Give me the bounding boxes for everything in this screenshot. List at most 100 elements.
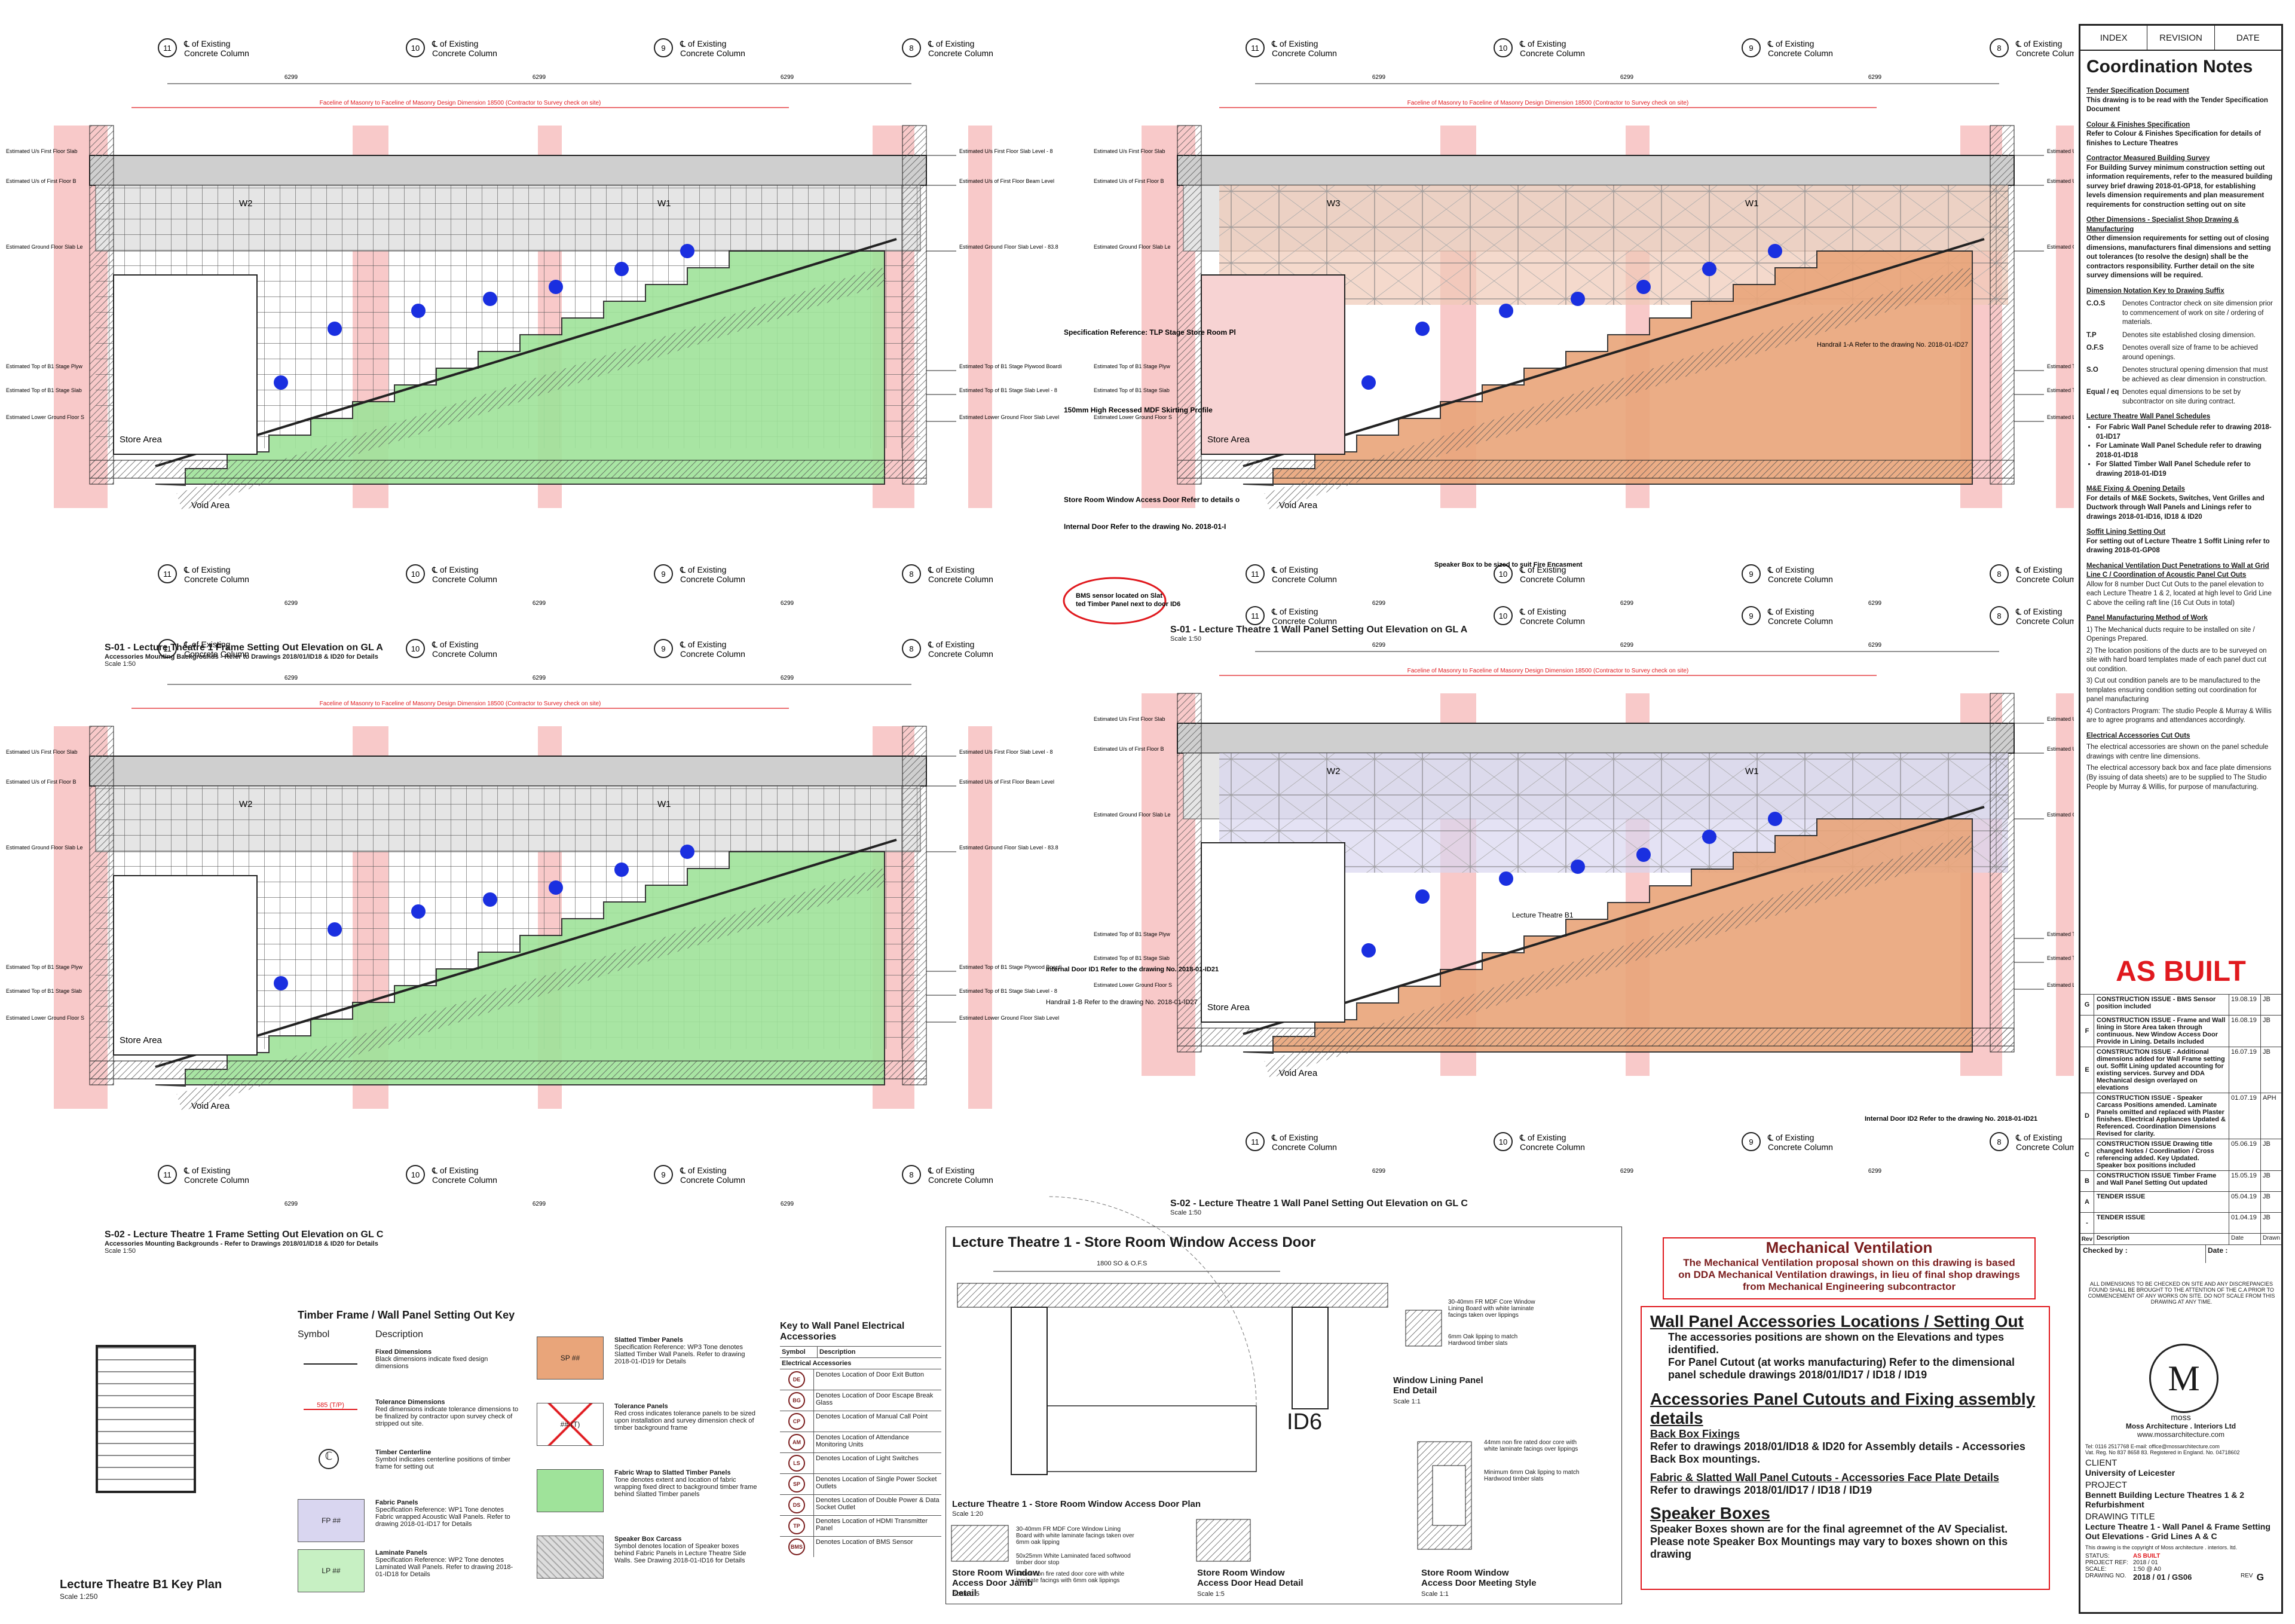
door-plan-jamb-2 (1292, 1307, 1329, 1409)
revision-desc: TENDER ISSUE (2097, 1193, 2146, 1200)
wall-panel-accessories-note: Wall Panel Accessories Locations / Setti… (1641, 1306, 2050, 1590)
revision-date: 05.04.19 (2229, 1192, 2260, 1212)
grid-label: 9 (1749, 1137, 1753, 1146)
electrical-accessories-key: Key to Wall Panel Electrical Accessories… (780, 1321, 941, 1602)
grid-bubble (158, 1165, 177, 1184)
grid-label: 10 (411, 1170, 420, 1179)
handrail (155, 238, 897, 467)
grid-dim: 6299 (1868, 1168, 1882, 1175)
revision-initials: APH (2260, 1093, 2281, 1139)
grid-col-text: ℄ of Existing (1271, 1133, 1318, 1142)
grid-col-text: ℄ of Existing (432, 565, 478, 574)
suffix-desc: Denotes Contractor check on site dimensi… (2122, 300, 2273, 326)
grid-col-text-2: Concrete Column (1768, 1142, 1833, 1152)
elevations-canvas: 11 ℄ of Existing Concrete Column 6299 10 ℄ of… (6, 38, 2074, 1583)
suffix-desc: Denotes site established closing dimensi… (2122, 331, 2256, 339)
key-column-2: SP ## Slatted Timber Panels Specification … (531, 1333, 758, 1598)
grid-dim: 6299 (533, 675, 546, 681)
key-symbol (531, 1536, 614, 1579)
right-column (902, 726, 927, 1085)
revision-date: 01.07.19 (2229, 1093, 2260, 1139)
grid-label: 11 (163, 44, 172, 53)
grid-label: 11 (1251, 1137, 1259, 1146)
grid-col-text-2: Concrete Column (928, 574, 993, 584)
acc-symbol: DS (780, 1495, 814, 1515)
index-cell: INDEX (2080, 26, 2148, 50)
revision-initials: JB (2260, 1171, 2281, 1191)
key-item: ℂ Timber Centerline Symbol indicates cente… (292, 1449, 519, 1495)
level-label: Estimated Ground Floor Slab Level - 83.8 (959, 244, 1058, 250)
level-label-left: Estimated U/s First Floor Slab (6, 749, 78, 755)
level-label: Estimated Ground Floor Slab Level - 83.8 (959, 845, 1058, 851)
store-label: Store Area (1207, 435, 1250, 445)
revision-initials: JB (2260, 1016, 2281, 1047)
key-symbol: SP ## (531, 1336, 614, 1380)
grid-col-text-2: Concrete Column (1768, 616, 1833, 626)
key-description-header: Description (375, 1329, 424, 1339)
revision-header-row: Rev Description Date Drawn (2080, 1233, 2281, 1244)
scale-value: 1:50 @ A0 (2133, 1566, 2161, 1573)
revision-row: G CONSTRUCTION ISSUE - BMS Sensor positio… (2080, 994, 2281, 1015)
acc-desc: Denotes Location of Door Escape Break Gl… (816, 1392, 934, 1406)
drawing-no-label: DRAWING NO. (2085, 1573, 2126, 1579)
level-label-left: Estimated Lower Ground Floor S (1094, 414, 1172, 420)
void-label: Void Area (191, 500, 230, 510)
speaker-marker (680, 244, 694, 258)
key-text: Red cross indicates tolerance panels to … (614, 1410, 756, 1432)
bms-text-2: ted Timber Panel next to door ID6 (1076, 601, 1180, 608)
jamb-detail-scale: Scale 1:5 (952, 1591, 980, 1598)
door-id6-label: ID6 (1287, 1409, 1323, 1435)
note-body: This drawing is to be read with the Tend… (2086, 96, 2268, 114)
grid-col-text: ℄ of Existing (1271, 565, 1318, 574)
acc-desc: Denotes Location of Manual Call Point (816, 1413, 928, 1420)
revision-row: - TENDER ISSUE 01.04.19 JB (2080, 1212, 2281, 1233)
caption-s02-frame: S-02 - Lecture Theatre 1 Frame Setting O… (105, 1230, 383, 1255)
door-detail-panel: Lecture Theatre 1 - Store Room Window Ac… (945, 1227, 1622, 1604)
grid-col-text: ℄ of Existing (183, 39, 230, 48)
note-body: For Building Survey minimum construction… (2086, 164, 2273, 209)
acc-desc: Denotes Location of Attendance Monitorin… (816, 1434, 909, 1448)
key-symbol-header: Symbol (298, 1329, 330, 1339)
grid-bubble (1494, 38, 1513, 57)
grid-col-text: ℄ of Existing (1519, 1133, 1566, 1142)
suffix-key: T.P (2086, 331, 2097, 339)
revision-letter: G (2080, 995, 2094, 1015)
grid-bubble (654, 564, 673, 583)
key-item: 585 (T/P) Tolerance Dimensions Red dimensi… (292, 1399, 519, 1445)
revision-date: 16.07.19 (2229, 1047, 2260, 1093)
project-ref-label: PROJECT REF: (2085, 1559, 2129, 1566)
note-door-core: 44mm non fire rated door core with white… (1484, 1439, 1578, 1452)
title-block-header: INDEX REVISION DATE (2080, 26, 2281, 51)
elev-note: 150mm High Recessed MDF Skirting Profile (1064, 406, 1213, 414)
note-heading: Electrical Accessories Cut Outs (2086, 732, 2190, 739)
grid-label: 10 (1499, 611, 1507, 620)
grid-label: 9 (1749, 570, 1753, 579)
grid-bubble (1494, 606, 1513, 625)
acc-symbol: CP (780, 1411, 814, 1432)
acc-symbol: DE (780, 1369, 814, 1390)
key-item: Fixed Dimensions Black dimensions indicat… (292, 1348, 519, 1395)
note-body: 2) The location positions of the ducts a… (2086, 647, 2267, 673)
key-desc: Fixed Dimensions Black dimensions indicat… (375, 1348, 519, 1370)
revision-date: 15.05.19 (2229, 1171, 2260, 1191)
date-cell: DATE (2236, 32, 2260, 43)
speaker-marker (1768, 812, 1782, 826)
grid-label: 8 (1997, 611, 2001, 620)
grid-col-text: ℄ of Existing (432, 39, 478, 48)
copyright: This drawing is the copyright of Moss ar… (2085, 1545, 2238, 1550)
key-item: ##-(T) Tolerance Panels Red cross indicate… (531, 1403, 758, 1466)
level-label: Estimated Lower Ground Floor Slab Level (959, 1015, 1059, 1021)
revision-initials: JB (2260, 1192, 2281, 1212)
level-label: Estimated U/s First Floor Slab Level - 8 (2047, 148, 2074, 154)
revision-header: Description (2097, 1235, 2130, 1241)
grid-col-text-2: Concrete Column (184, 574, 249, 584)
acc-symbol-chip: TP (788, 1518, 805, 1534)
level-label: Estimated Top of B1 Stage Slab Level - 8 (2047, 387, 2074, 393)
level-label-left: Estimated Ground Floor Slab Le (6, 244, 83, 250)
grid-col-text-2: Concrete Column (1520, 616, 1585, 626)
head-detail-scale: Scale 1:5 (1197, 1591, 1225, 1598)
suffix-key: O.F.S (2086, 344, 2104, 352)
wpa-heading-3: Speaker Boxes (1650, 1504, 1770, 1522)
speaker-marker (1768, 244, 1782, 258)
level-label: Estimated Lower Ground Floor Slab Level (2047, 982, 2074, 988)
